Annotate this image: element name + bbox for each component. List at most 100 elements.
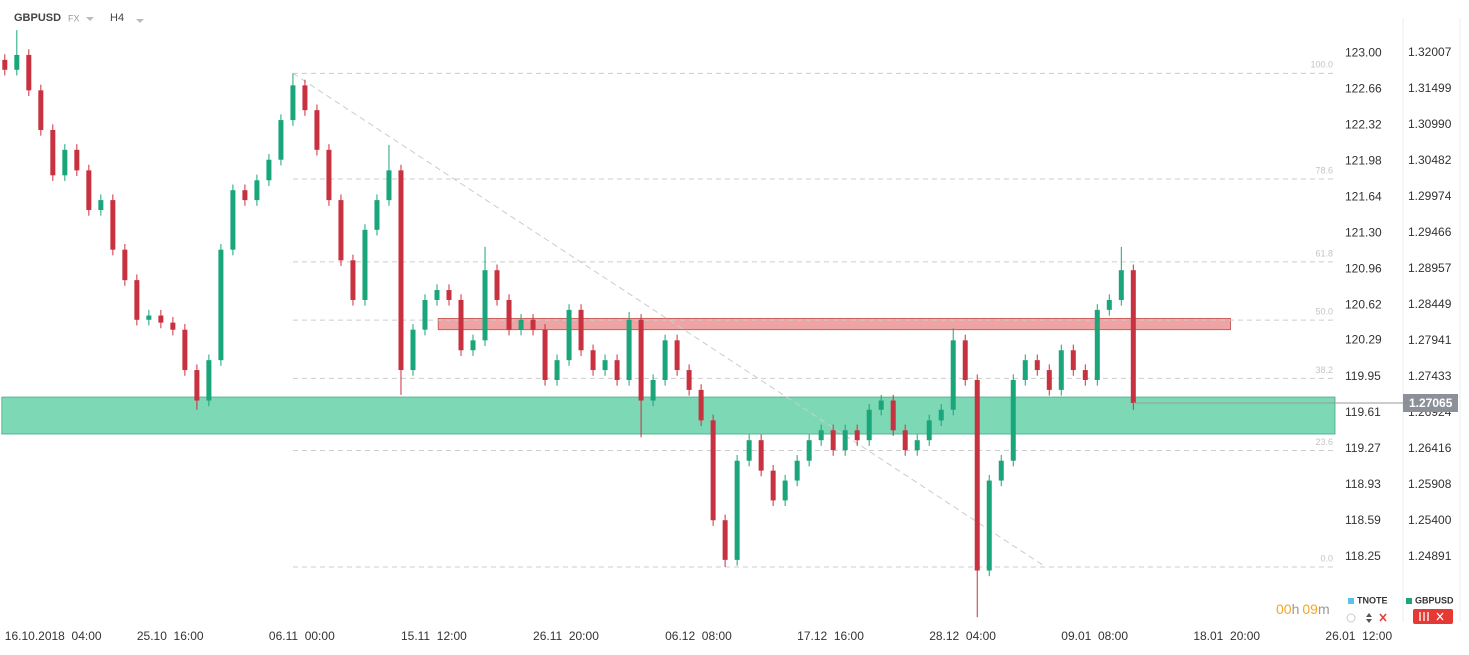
y-tick-label: 123.00 [1345, 45, 1382, 59]
price-zone [1, 396, 1336, 435]
market[interactable]: FX [68, 13, 80, 23]
y-tick-label: 122.32 [1345, 117, 1382, 131]
candle-body [506, 299, 512, 330]
candle-body [482, 270, 488, 341]
x-tick-label: 06.11 00:00 [269, 629, 335, 643]
candle-body [1070, 350, 1076, 371]
candle-body [158, 315, 164, 323]
y-tick-label: 121.64 [1345, 190, 1382, 204]
y2-tick-label: 1.30990 [1408, 117, 1452, 131]
timer-unit: h [1292, 601, 1300, 617]
remove-icon[interactable] [1379, 613, 1387, 622]
candle-body [374, 200, 380, 230]
candle-body [242, 190, 248, 201]
candle-body [302, 85, 308, 111]
dropdown-arrow[interactable] [86, 17, 94, 21]
current-price-box [1403, 394, 1458, 413]
candle-body [446, 290, 452, 300]
legend-swatch [1406, 598, 1412, 604]
candle-body [146, 315, 152, 320]
y2-tick-label: 1.26416 [1408, 441, 1452, 455]
x-tick-label: 18.01 20:00 [1193, 629, 1260, 643]
candle-body [110, 200, 116, 250]
y-tick-label: 121.30 [1345, 226, 1382, 240]
y-tick-label: 122.66 [1345, 81, 1382, 95]
y2-tick-label: 1.25908 [1408, 477, 1452, 491]
candle-body [830, 430, 836, 451]
y2-tick-label: 1.25400 [1408, 513, 1452, 527]
candle-body [758, 440, 764, 471]
candle-body [530, 319, 536, 330]
candle-body [1106, 299, 1112, 310]
candle-body [194, 370, 200, 401]
candle-body [410, 329, 416, 371]
y2-tick-label: 1.27433 [1408, 369, 1452, 383]
visibility-icon[interactable] [1346, 613, 1356, 623]
candle-body [926, 420, 932, 441]
candle-body [746, 440, 752, 461]
fib-level-label: 78.6 [1315, 165, 1333, 175]
timer-hours: 00 [1276, 601, 1292, 617]
candle-body [998, 460, 1004, 481]
fib-trend-line [292, 72, 1046, 568]
x-tick-label: 26.11 20:00 [533, 629, 599, 643]
y-tick-label: 121.98 [1345, 153, 1382, 167]
candle-body [362, 229, 368, 300]
timer-unit: m [1318, 601, 1330, 617]
legend-swatch [1348, 598, 1354, 604]
timeframe[interactable]: H4 [110, 12, 124, 24]
candle-body [470, 340, 476, 351]
candle-body [554, 360, 560, 380]
y2-tick-label: 1.31499 [1408, 81, 1452, 95]
candle-body [290, 85, 296, 121]
candle-body [770, 470, 776, 501]
candle-body [14, 54, 20, 70]
candle-body [74, 149, 80, 171]
candle-body [986, 480, 992, 571]
candle-body [662, 340, 668, 380]
candle-body [206, 360, 212, 401]
y-tick-label: 119.27 [1345, 441, 1381, 455]
x-tick-label: 09.01 08:00 [1061, 629, 1128, 643]
candle-body [566, 309, 572, 361]
dropdown-arrow[interactable] [136, 19, 144, 23]
y2-tick-label: 1.24891 [1408, 549, 1452, 563]
x-tick-label: 26.01 12:00 [1325, 629, 1392, 643]
candle-body [578, 309, 584, 351]
candle-body [1118, 270, 1124, 300]
y-tick-label: 118.93 [1345, 477, 1381, 491]
symbol[interactable]: GBPUSD [14, 12, 61, 24]
candle-body [434, 290, 440, 300]
y2-tick-label: 1.28449 [1408, 297, 1452, 311]
order-icon[interactable] [1366, 613, 1372, 623]
candle-body [1034, 360, 1040, 371]
fib-level-label: 61.8 [1315, 248, 1333, 258]
current-price-label: 1.27065 [1409, 396, 1453, 410]
y-tick-label: 119.95 [1345, 369, 1381, 383]
candle-body [734, 460, 740, 560]
y-tick-label: 118.25 [1345, 549, 1381, 563]
y-tick-label: 120.29 [1345, 333, 1382, 347]
x-tick-label: 15.11 12:00 [401, 629, 467, 643]
fib-level-label: 100.0 [1310, 60, 1333, 70]
x-tick-label: 25.10 16:00 [137, 629, 204, 643]
candle-body [314, 110, 320, 150]
fib-level-label: 50.0 [1315, 307, 1333, 317]
candle-body [230, 190, 236, 250]
y2-tick-label: 1.29974 [1408, 189, 1452, 203]
candle-body [674, 340, 680, 371]
candle-body [422, 299, 428, 330]
candle-body [962, 340, 968, 380]
candle-body [2, 59, 8, 70]
candle-body [950, 340, 956, 410]
candle-body [98, 200, 104, 211]
y2-tick-label: 1.29466 [1408, 225, 1452, 239]
candle-body [650, 379, 656, 401]
candle-body [278, 120, 284, 160]
candle-body [542, 329, 548, 380]
button-icons [1419, 612, 1444, 621]
candle-body [878, 400, 884, 410]
fib-level-label: 23.6 [1315, 437, 1333, 447]
candle-body [386, 170, 392, 201]
series-menu-button[interactable] [1413, 609, 1453, 624]
